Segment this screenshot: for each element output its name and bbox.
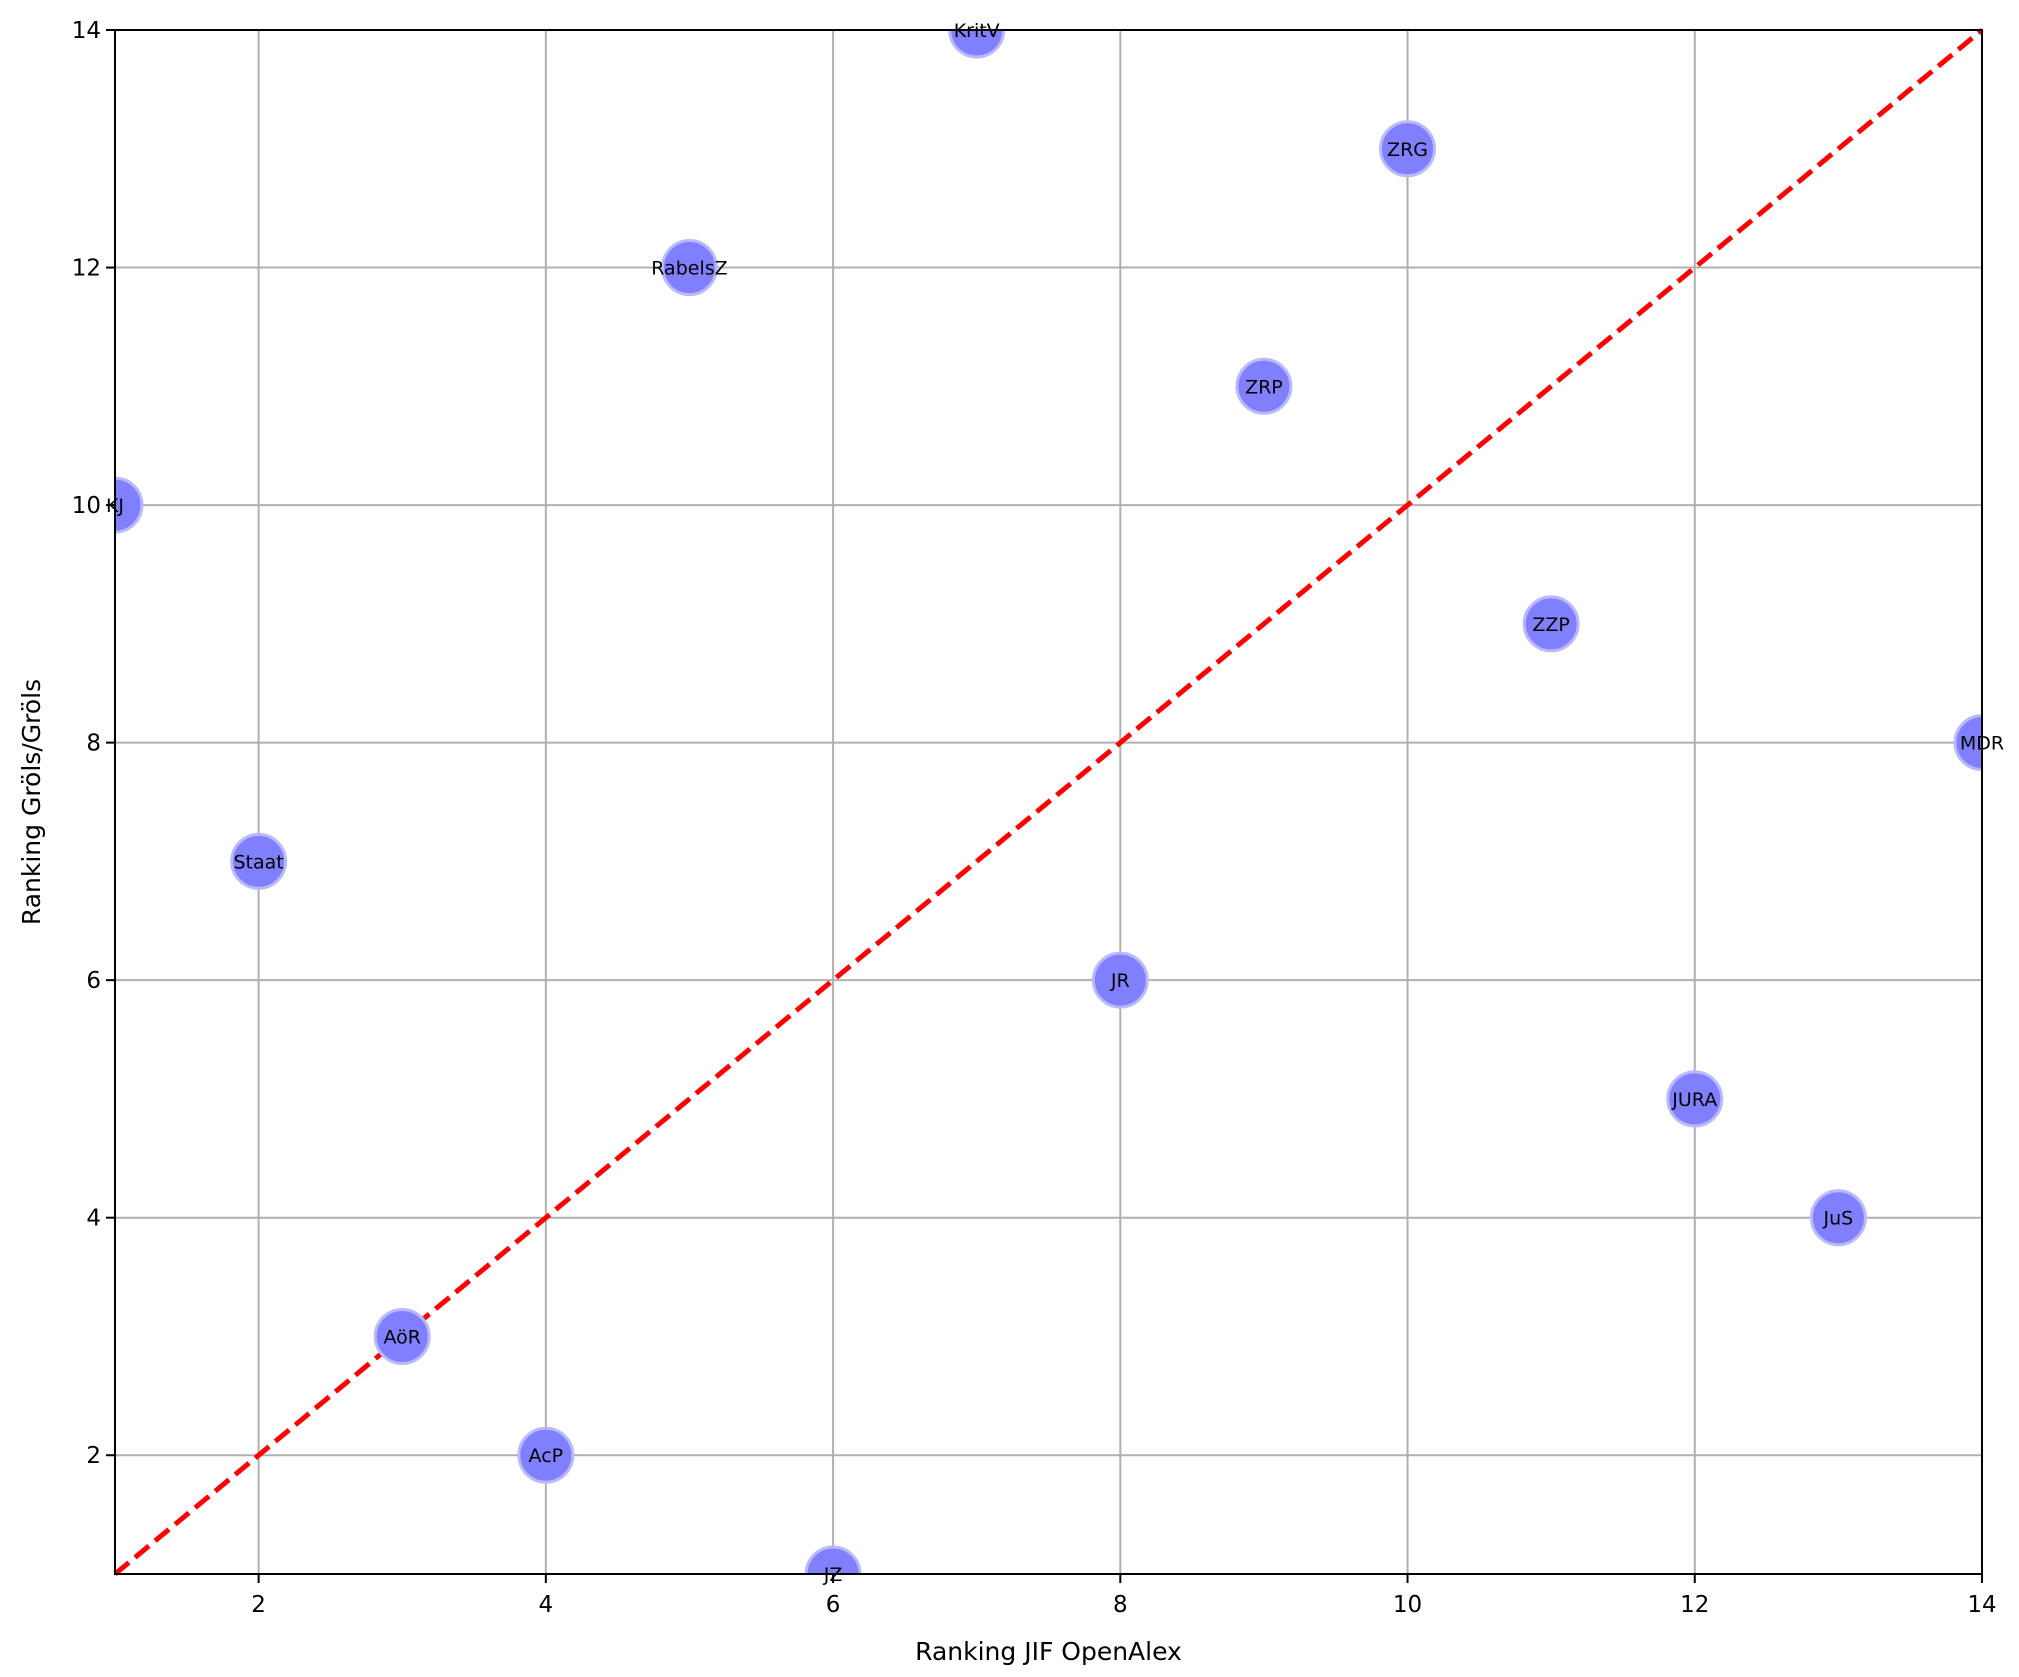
data-point [1666, 1070, 1724, 1128]
data-point-label: ZZP [1532, 614, 1570, 636]
data-point [948, 30, 1006, 59]
diagonal-reference-line [113, 28, 1984, 1576]
data-point-label: JURA [1671, 1089, 1717, 1111]
x-tick-label: 10 [1393, 1592, 1422, 1618]
data-point-label: RabelsZ [651, 258, 727, 280]
y-tick-label: 4 [86, 1206, 101, 1232]
x-tick-label: 4 [539, 1592, 554, 1618]
x-axis-ticks: 2 4 6 8 10 12 14 [251, 1574, 1997, 1618]
y-tick-label: 6 [86, 968, 101, 994]
data-point [517, 1426, 575, 1484]
x-tick-label: 12 [1680, 1592, 1709, 1618]
y-tick-label: 14 [72, 18, 101, 44]
clipped-points [115, 30, 1982, 1574]
reference-line-group [113, 28, 1984, 1576]
data-point-label: JuS [1823, 1208, 1854, 1230]
data-point [804, 1545, 862, 1574]
data-point [373, 1307, 431, 1365]
data-point-label: JR [1110, 970, 1130, 992]
data-point [1235, 357, 1293, 415]
data-point [230, 832, 288, 890]
x-tick-label: 6 [826, 1592, 841, 1618]
plot-frame [114, 29, 1983, 1575]
data-point [1522, 595, 1580, 653]
points-group: KJStaatAöRAcPRabelsZJZKritVJRZRPZRGZZPJU… [106, 20, 2004, 1586]
data-point-label: AcP [529, 1445, 564, 1467]
x-axis-label: Ranking JIF OpenAlex [915, 1637, 1182, 1666]
data-point [1953, 714, 1982, 772]
data-point [1809, 1189, 1867, 1247]
data-point-label: Staat [233, 851, 283, 873]
data-point-label: AöR [383, 1326, 421, 1348]
data-point-label: ZRP [1245, 376, 1283, 398]
y-tick-label: 10 [72, 493, 101, 519]
data-point [1379, 120, 1437, 178]
x-tick-label: 8 [1113, 1592, 1128, 1618]
y-tick-label: 2 [86, 1443, 101, 1469]
y-axis-ticks: 2 4 6 8 10 12 14 [72, 18, 115, 1469]
data-point-label: ZRG [1387, 139, 1428, 161]
y-tick-label: 12 [72, 256, 101, 282]
x-tick-label: 2 [251, 1592, 266, 1618]
x-tick-label: 14 [1967, 1592, 1996, 1618]
y-tick-label: 8 [86, 731, 101, 757]
data-point [660, 239, 718, 297]
data-point [115, 476, 144, 534]
y-axis-label: Ranking Gröls/Gröls [17, 679, 46, 925]
axes-border [114, 29, 1983, 1575]
data-point [1091, 951, 1149, 1009]
